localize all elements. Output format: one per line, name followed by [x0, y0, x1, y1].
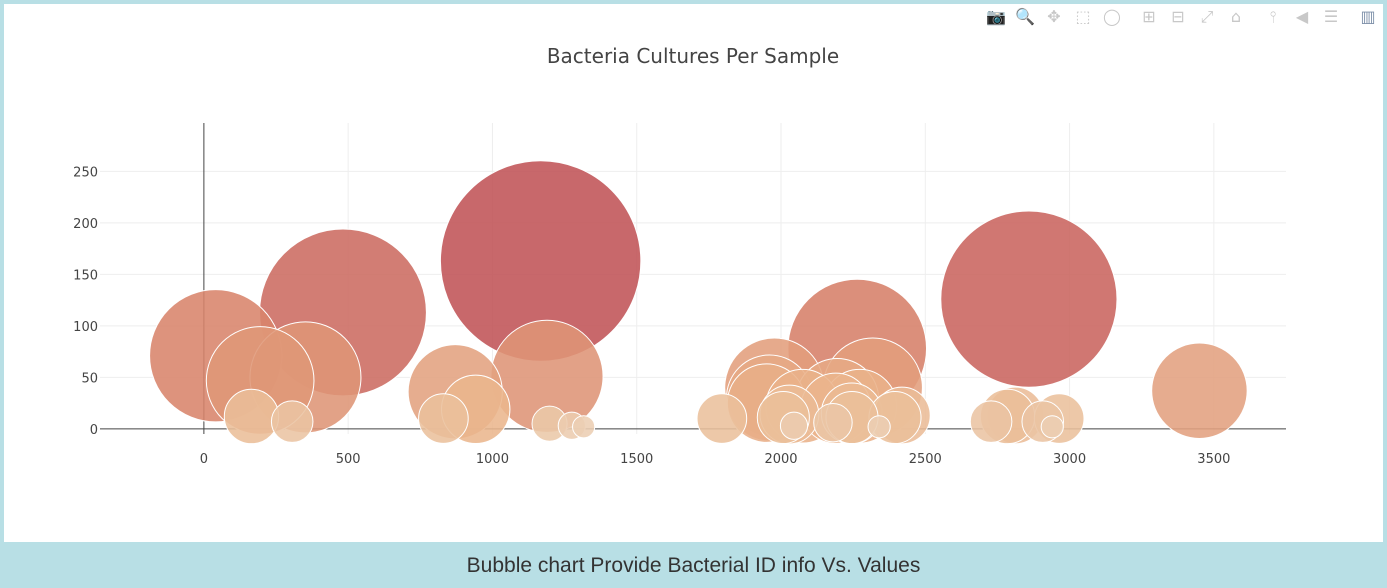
y-tick-label: 250	[73, 165, 98, 180]
bubble-point[interactable]	[969, 400, 1013, 443]
bubble-point[interactable]	[1151, 342, 1248, 439]
x-tick-label: 1000	[476, 452, 509, 467]
bubble-point[interactable]	[867, 415, 891, 439]
chart-panel	[4, 4, 1383, 542]
spike-lines-icon[interactable]: ⫯	[1269, 7, 1277, 26]
chart-title: Bacteria Cultures Per Sample	[547, 44, 839, 68]
bubble-point[interactable]	[696, 393, 748, 444]
autoscale-icon[interactable]: ⤢	[1200, 7, 1214, 26]
x-tick-label: 2000	[764, 452, 797, 467]
bubble-point[interactable]	[1040, 415, 1064, 439]
bubble-point[interactable]	[223, 388, 280, 445]
axes: 0 500 1000 1500 2000 2500 3000 3500 0 50 100 150 200…	[73, 123, 1286, 467]
zoom-out-icon[interactable]: ⊟	[1171, 7, 1185, 26]
bubble-point[interactable]	[813, 402, 853, 443]
box-select-icon[interactable]: ⬚	[1075, 7, 1091, 26]
x-tick-label: 0	[200, 452, 208, 467]
lasso-select-icon[interactable]: ◯	[1103, 7, 1121, 26]
plot-modebar: 📷 🔍 ✥ ⬚ ◯ ⊞ ⊟ ⤢ ⌂ ⫯ ◀ ☰ ▥	[985, 4, 1379, 30]
reset-axes-icon[interactable]: ⌂	[1230, 7, 1242, 26]
x-tick-label: 2500	[909, 452, 942, 467]
y-tick-label: 100	[73, 320, 98, 335]
y-tick-label: 50	[81, 371, 98, 386]
bubble-point[interactable]	[270, 400, 314, 443]
y-tick-label: 150	[73, 268, 98, 283]
hover-closest-icon[interactable]: ◀	[1295, 7, 1309, 26]
bubble-point[interactable]	[418, 393, 469, 444]
y-tick-label: 200	[73, 217, 98, 232]
bubbles	[149, 160, 1248, 445]
x-tick-label: 3500	[1197, 452, 1230, 467]
bubble-point[interactable]	[779, 411, 809, 440]
hover-compare-icon[interactable]: ☰	[1323, 7, 1339, 26]
bubble-point[interactable]	[940, 210, 1118, 388]
camera-icon[interactable]: 📷	[986, 7, 1006, 26]
y-tick-label: 0	[90, 423, 98, 438]
bubble-point[interactable]	[572, 415, 596, 439]
pan-icon[interactable]: ✥	[1047, 7, 1061, 26]
x-tick-label: 1500	[620, 452, 653, 467]
zoom-icon[interactable]: 🔍	[1015, 7, 1035, 26]
x-tick-label: 3000	[1053, 452, 1086, 467]
plotly-logo-icon[interactable]: ▥	[1360, 7, 1376, 26]
footer-caption: Bubble chart Provide Bacterial ID info V…	[466, 554, 921, 577]
zoom-in-icon[interactable]: ⊞	[1142, 7, 1156, 26]
x-tick-label: 500	[336, 452, 361, 467]
